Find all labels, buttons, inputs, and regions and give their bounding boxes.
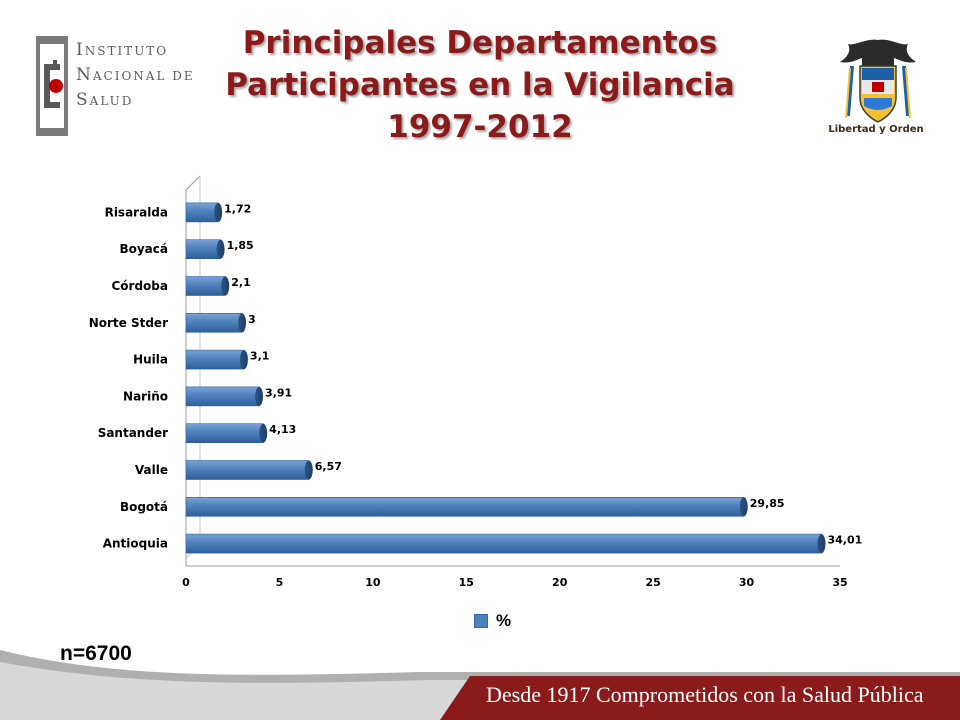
x-tick-label: 10 [365, 576, 381, 589]
data-label: 3,1 [250, 350, 270, 363]
x-tick-label: 25 [645, 576, 660, 589]
chart-title: Principales Departamentos Participantes … [200, 22, 760, 148]
chart-labels: 0 5 10 15 20 25 30 35 Risaralda 1,72 Boyacá 1,85 Cór… [89, 202, 863, 589]
category-label: Huila [133, 353, 168, 367]
category-label: Valle [135, 463, 168, 477]
institute-initial: S [76, 90, 90, 110]
institute-word: ACIONAL DE [92, 69, 195, 83]
bar [185, 349, 245, 370]
bar [185, 460, 310, 480]
legend-label: % [496, 611, 512, 630]
chart-legend: % [474, 611, 511, 631]
bar-cap [817, 534, 826, 554]
category-label: Boyacá [119, 242, 168, 256]
footer-banner [0, 650, 960, 720]
institute-line-3: SALUD [76, 88, 195, 113]
x-tick-label: 5 [276, 576, 284, 589]
data-label: 1,72 [224, 202, 251, 215]
x-tick-label: 20 [552, 576, 568, 589]
category-label: Antioquia [103, 537, 168, 551]
chart-bars [185, 202, 826, 554]
institute-initial: N [76, 65, 93, 85]
category-label: Bogotá [120, 500, 168, 514]
bar-cap [221, 276, 230, 296]
bar-cap [739, 497, 748, 517]
institute-word: ALUD [89, 94, 134, 108]
institute-line-1: INSTITUTO [76, 38, 195, 63]
data-label: 4,13 [269, 423, 296, 436]
institute-line-2: NACIONAL DE [76, 63, 195, 88]
data-label: 34,01 [828, 534, 863, 547]
bar [185, 276, 226, 296]
x-tick-label: 35 [832, 576, 847, 589]
footer-slogan: Desde 1917 Comprometidos con la Salud Pú… [486, 682, 924, 707]
category-label: Nariño [123, 389, 168, 403]
legend-swatch [474, 614, 488, 628]
instituto-nacional-de-salud-logo-icon [36, 36, 68, 136]
bar-cap [216, 239, 225, 259]
bar-chart: 0 5 10 15 20 25 30 35 Risaralda 1,72 Boyacá 1,85 Cór… [89, 175, 863, 589]
bar [185, 423, 264, 444]
title-line-1: Principales Departamentos [242, 25, 718, 61]
institute-initial: I [76, 40, 85, 60]
coat-of-arms-icon [840, 39, 916, 123]
bar [185, 312, 243, 333]
institute-name: INSTITUTO NACIONAL DE SALUD [76, 38, 195, 113]
data-label: 29,85 [750, 497, 785, 510]
crest-caption: Libertad y Orden [828, 124, 924, 135]
bar [185, 386, 260, 407]
sample-size-label: n=6700 [60, 642, 132, 665]
category-label: Santander [98, 426, 168, 440]
x-tick-label: 15 [459, 576, 474, 589]
bar-cap [239, 350, 248, 370]
data-label: 6,57 [315, 460, 342, 473]
category-label: Córdoba [112, 279, 169, 293]
bar-cap [259, 423, 268, 443]
bar [185, 202, 219, 223]
bar-cap [238, 313, 247, 333]
title-line-2: Participantes en la Vigilancia [225, 67, 735, 103]
category-label: Risaralda [105, 205, 168, 219]
x-tick-label: 30 [739, 576, 755, 589]
bar [185, 533, 822, 554]
title-line-3: 1997-2012 [387, 109, 573, 145]
bar-cap [304, 460, 313, 480]
data-label: 3,91 [265, 386, 292, 399]
bar [185, 239, 221, 259]
data-label: 2,1 [231, 276, 251, 289]
data-label: 1,85 [227, 239, 254, 252]
x-tick-label: 0 [182, 576, 190, 589]
data-label: 3 [248, 313, 256, 326]
bar-cap [255, 386, 264, 406]
institute-word: NSTITUTO [84, 44, 169, 58]
category-label: Norte Stder [89, 316, 168, 330]
bar-cap [214, 202, 223, 222]
bar [185, 496, 745, 517]
